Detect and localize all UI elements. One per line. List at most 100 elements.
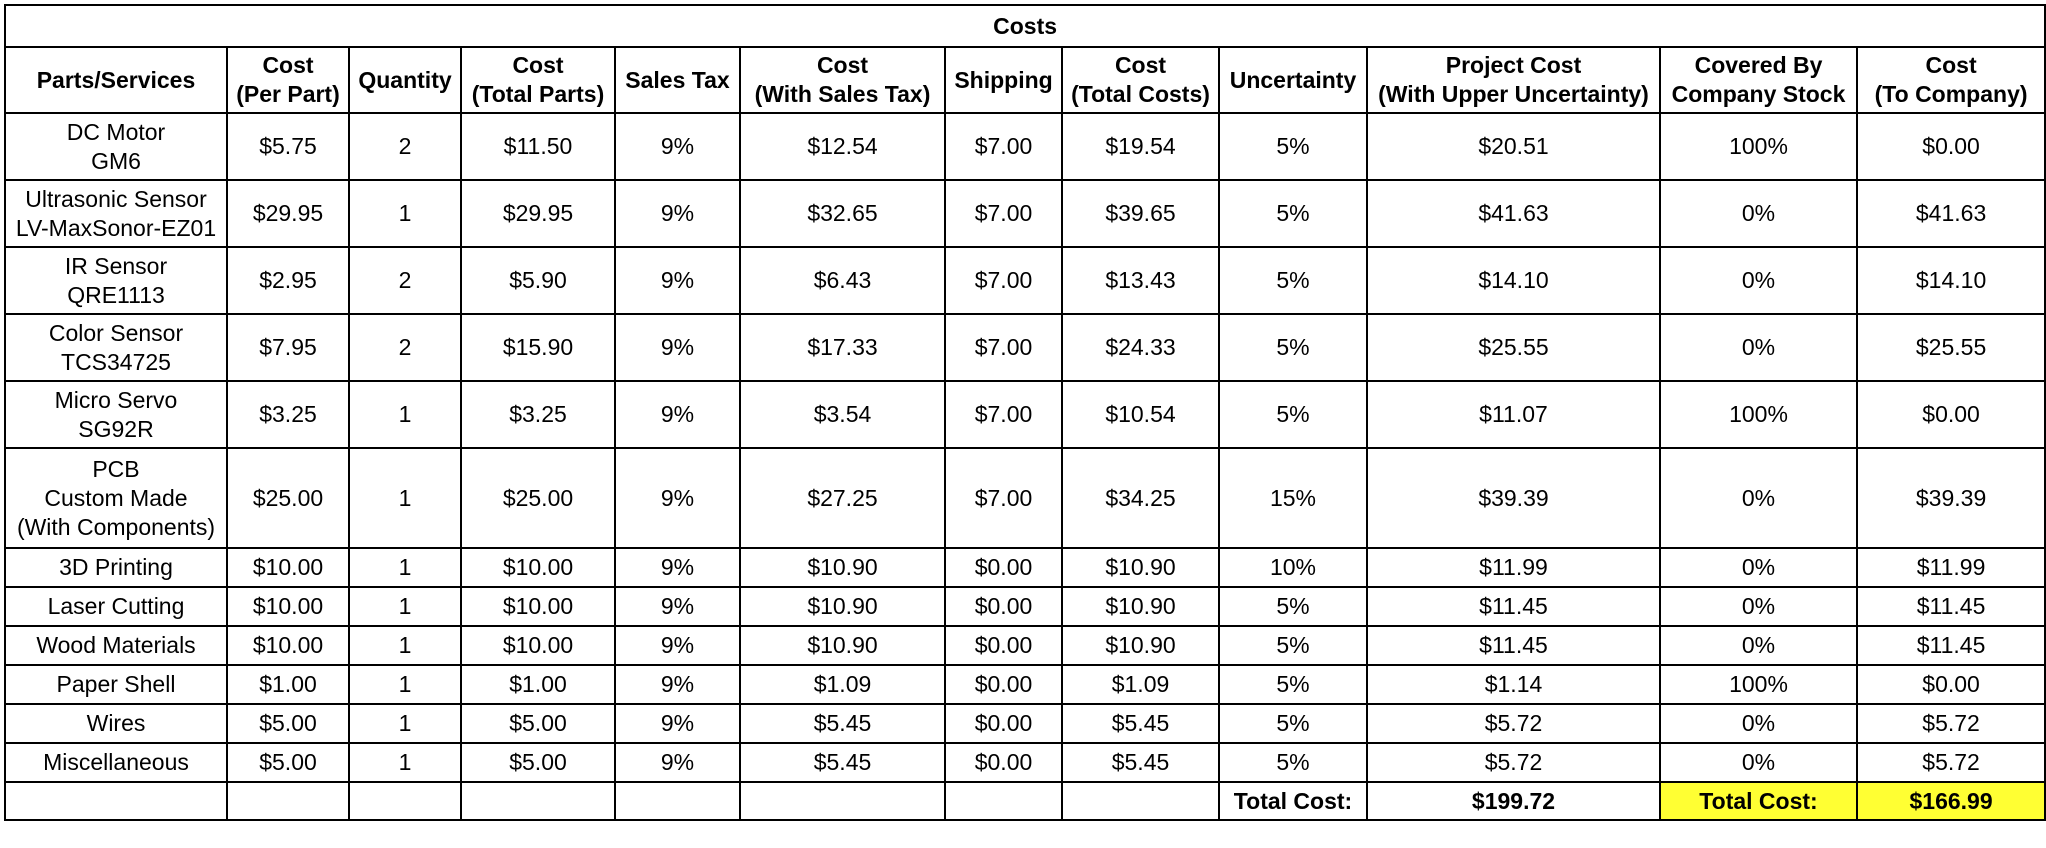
cell-covered-by-company-stock: 0% (1659, 313, 1858, 382)
cell-uncertainty: 5% (1218, 703, 1368, 744)
cell-cost-total-costs: $10.90 (1061, 625, 1220, 666)
header-text: Shipping (954, 66, 1053, 93)
cell-cost-total-costs: $10.90 (1061, 586, 1220, 627)
cell-shipping: $0.00 (944, 547, 1063, 588)
header-text: Uncertainty (1229, 66, 1357, 93)
cell-cost-total-parts: $25.00 (460, 447, 616, 549)
part-name-text: Ultrasonic Sensor (25, 185, 207, 212)
header-text: Cost (1925, 52, 1977, 78)
part-name-text: Wires (86, 710, 146, 736)
cell-cost-total-costs: $5.45 (1061, 742, 1220, 783)
part-name-text: PCB (92, 455, 140, 482)
cell-quantity: 1 (348, 703, 462, 744)
cell-cost-with-sales-tax: $6.43 (739, 246, 946, 315)
cell-cost-to-company: $11.45 (1855, 625, 2046, 666)
cell-cost-with-sales-tax: $10.90 (739, 547, 946, 588)
cell-cost-to-company: $14.10 (1855, 246, 2046, 315)
cell-covered-by-company-stock: 0% (1659, 742, 1858, 783)
cell-sales-tax: 9% (614, 547, 741, 588)
cell-cost-total-parts: $29.95 (460, 179, 616, 248)
cell-cost-per-part: $25.00 (226, 447, 350, 549)
header-text: Cost (1114, 52, 1167, 78)
cell-covered-by-company-stock: 0% (1659, 246, 1858, 315)
cell-quantity: 1 (348, 664, 462, 705)
cell-cost-total-parts: $5.00 (460, 703, 616, 744)
part-name-text: GM6 (91, 147, 141, 174)
part-name-text: Laser Cutting (47, 593, 185, 619)
part-name-text: (With Components) (16, 513, 216, 540)
empty-cell (226, 781, 350, 821)
cell-cost-total-parts: $10.00 (460, 586, 616, 627)
cell-quantity: 1 (348, 547, 462, 588)
table-row: 3D Printing $10.00 1 $10.00 9% $10.90 $0.00 $10… (4, 547, 2046, 588)
cell-cost-per-part: $5.75 (226, 112, 350, 181)
cell-cost-with-sales-tax: $12.54 (739, 112, 946, 181)
part-name-cell: Micro Servo SG92R (4, 380, 228, 449)
part-name-text: Paper Shell (56, 671, 176, 697)
cell-cost-total-parts: $3.25 (460, 380, 616, 449)
part-name-cell: DC Motor GM6 (4, 112, 228, 181)
header-text: Company Stock (1671, 81, 1846, 107)
part-name-text: QRE1113 (67, 281, 165, 308)
cell-sales-tax: 9% (614, 246, 741, 315)
header-project-cost-upper: Project Cost (With Upper Uncertainty) (1366, 46, 1661, 114)
header-text: Project Cost (1445, 52, 1582, 78)
header-row: Parts/Services Cost (Per Part) Quantity Cost… (4, 46, 2046, 114)
part-name-cell: Laser Cutting (4, 586, 228, 627)
cell-shipping: $0.00 (944, 586, 1063, 627)
cell-cost-total-parts: $5.90 (460, 246, 616, 315)
cell-sales-tax: 9% (614, 742, 741, 783)
cell-cost-per-part: $29.95 (226, 179, 350, 248)
header-text: (Total Costs) (1071, 81, 1210, 107)
empty-cell (460, 781, 616, 821)
cell-cost-per-part: $5.00 (226, 742, 350, 783)
table-row: Laser Cutting $10.00 1 $10.00 9% $10.90 $0.00 $… (4, 586, 2046, 627)
part-name-text: Micro Servo (54, 386, 178, 413)
header-shipping: Shipping (944, 46, 1063, 114)
part-name-cell: Ultrasonic Sensor LV-MaxSonor-EZ01 (4, 179, 228, 248)
empty-cell (614, 781, 741, 821)
cell-covered-by-company-stock: 0% (1659, 447, 1858, 549)
part-name-text: Custom Made (44, 484, 188, 511)
total-company-label: Total Cost: (1659, 781, 1858, 821)
cell-quantity: 1 (348, 380, 462, 449)
table-row: Color Sensor TCS34725 $7.95 2 $15.90 9% $17.33… (4, 313, 2046, 382)
part-name-cell: 3D Printing (4, 547, 228, 588)
cell-quantity: 1 (348, 447, 462, 549)
cell-shipping: $7.00 (944, 447, 1063, 549)
part-name-text: SG92R (78, 415, 154, 442)
header-quantity: Quantity (348, 46, 462, 114)
part-name-text: DC Motor (66, 118, 166, 145)
header-text: (Per Part) (236, 81, 340, 107)
cell-project-cost-upper: $14.10 (1366, 246, 1661, 315)
header-text: (With Upper Uncertainty) (1378, 81, 1649, 107)
cell-quantity: 2 (348, 246, 462, 315)
table-row: Wires $5.00 1 $5.00 9% $5.45 $0.00 $5.45 5% $5.72… (4, 703, 2046, 744)
cell-cost-with-sales-tax: $5.45 (739, 742, 946, 783)
cell-quantity: 1 (348, 586, 462, 627)
cell-cost-per-part: $5.00 (226, 703, 350, 744)
table-row: PCB Custom Made (With Components) $25.00 1 $2… (4, 447, 2046, 549)
cell-cost-total-parts: $10.00 (460, 547, 616, 588)
part-name-text: LV-MaxSonor-EZ01 (15, 214, 217, 241)
header-text: (Total Parts) (471, 81, 605, 107)
cell-cost-per-part: $7.95 (226, 313, 350, 382)
part-name-text: TCS34725 (61, 348, 171, 375)
cell-uncertainty: 5% (1218, 625, 1368, 666)
cell-quantity: 2 (348, 313, 462, 382)
header-uncertainty: Uncertainty (1218, 46, 1368, 114)
cell-covered-by-company-stock: 0% (1659, 703, 1858, 744)
cell-covered-by-company-stock: 0% (1659, 586, 1858, 627)
cell-cost-total-costs: $39.65 (1061, 179, 1220, 248)
header-text: Cost (512, 52, 564, 78)
cell-cost-total-costs: $10.90 (1061, 547, 1220, 588)
cell-cost-with-sales-tax: $10.90 (739, 625, 946, 666)
cell-quantity: 1 (348, 742, 462, 783)
part-name-cell: Wires (4, 703, 228, 744)
table-row: Paper Shell $1.00 1 $1.00 9% $1.09 $0.00 $1.09 5… (4, 664, 2046, 705)
cell-cost-to-company: $11.99 (1855, 547, 2046, 588)
cell-project-cost-upper: $11.45 (1366, 586, 1661, 627)
table-row: Wood Materials $10.00 1 $10.00 9% $10.90 $0.00… (4, 625, 2046, 666)
cell-cost-total-costs: $24.33 (1061, 313, 1220, 382)
cell-cost-per-part: $2.95 (226, 246, 350, 315)
